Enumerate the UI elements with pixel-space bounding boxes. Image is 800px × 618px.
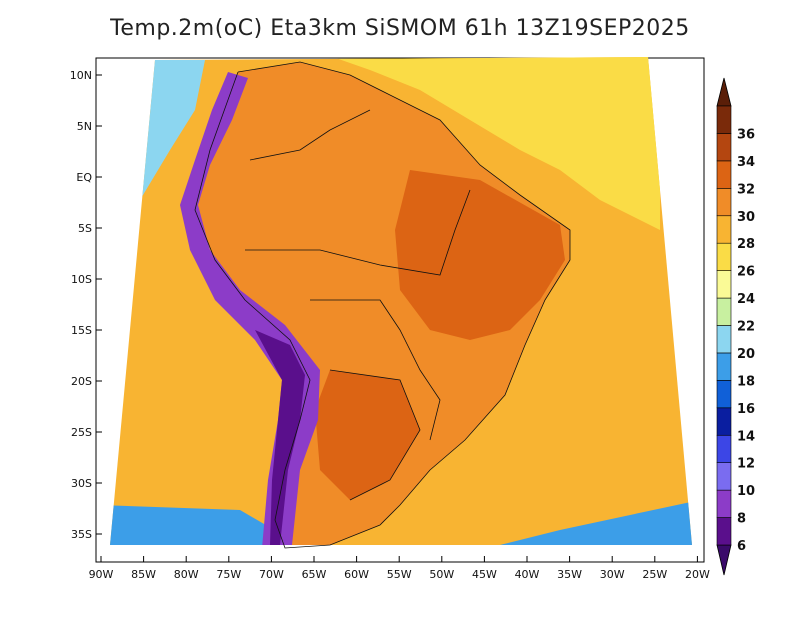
coastline (194, 61, 571, 549)
lat-tick-label: 30S (71, 477, 92, 490)
colorbar-label: 24 (737, 292, 755, 307)
border-paraguay (329, 369, 421, 501)
border-north (245, 189, 471, 276)
colorbar-min-arrow (716, 544, 732, 576)
lon-tick-label: 40W (515, 568, 540, 581)
colorbar-swatch (716, 517, 732, 546)
colorbar-swatch (716, 160, 732, 189)
colorbar-label: 16 (737, 402, 755, 417)
colorbar-label: 20 (737, 347, 755, 362)
colorbar-swatch (716, 188, 732, 217)
colorbar-swatch (716, 270, 732, 299)
lon-tick-label: 45W (472, 568, 497, 581)
colorbar-label: 26 (737, 265, 755, 280)
north-atlantic-field (330, 57, 660, 230)
colorbar-swatch (716, 352, 732, 381)
lon-tick-label: 60W (344, 568, 369, 581)
longitude-axis: 90W 85W 80W 75W 70W 65W 60W 55W 50W 45W 40W 35W 30W 2… (89, 556, 710, 581)
latitude-axis: 10N 5N EQ 5S 10S 15S 20S 25S 30S 35S (70, 69, 102, 541)
lat-tick-label: 25S (71, 426, 92, 439)
colorbar-swatch (716, 434, 732, 463)
colorbar-swatch (716, 297, 732, 326)
colorbar-label: 18 (737, 374, 755, 389)
colorbar-label: 32 (737, 182, 755, 197)
colorbar-swatch (716, 325, 732, 354)
colorbar-label: 22 (737, 320, 755, 335)
colorbar-max-arrow (716, 77, 732, 107)
lat-tick-label: 20S (71, 375, 92, 388)
lon-tick-label: 30W (600, 568, 625, 581)
colorbar-label: 6 (737, 539, 746, 554)
colorbar-swatch (716, 215, 732, 244)
lon-tick-label: 65W (302, 568, 327, 581)
lat-tick-label: 5S (78, 222, 92, 235)
lon-tick-label: 25W (642, 568, 667, 581)
lon-tick-label: 20W (685, 568, 710, 581)
lon-tick-label: 85W (131, 568, 156, 581)
lat-tick-label: 15S (71, 324, 92, 337)
lon-tick-label: 90W (89, 568, 114, 581)
lat-tick-label: 10N (70, 69, 92, 82)
lon-tick-label: 35W (557, 568, 582, 581)
colorbar-swatch (716, 489, 732, 518)
colorbar: 6 8 10 12 14 16 18 20 22 24 26 28 30 32 34 36 (716, 77, 755, 576)
colorbar-label: 12 (737, 457, 755, 472)
colorbar-swatch (716, 133, 732, 162)
colorbar-swatch (716, 380, 732, 409)
colorbar-label: 8 (737, 512, 746, 527)
colorbar-label: 28 (737, 237, 755, 252)
lat-tick-label: EQ (76, 171, 92, 184)
colorbar-label: 30 (737, 210, 755, 225)
border-central (310, 299, 441, 441)
colorbar-label: 36 (737, 127, 755, 142)
lon-tick-label: 50W (429, 568, 454, 581)
colorbar-label: 34 (737, 155, 755, 170)
border-venezuela (249, 109, 371, 161)
boundaries (194, 61, 571, 549)
colorbar-swatch (716, 242, 732, 271)
lat-tick-label: 10S (71, 273, 92, 286)
map-title: Temp.2m(oC) Eta3km SiSMOM 61h 13Z19SEP20… (110, 16, 690, 41)
temperature-field (110, 57, 692, 545)
altiplano-core-field (255, 330, 305, 545)
lon-tick-label: 80W (174, 568, 199, 581)
lon-tick-label: 70W (259, 568, 284, 581)
chaco-hot-field (315, 370, 420, 500)
colorbar-label: 14 (737, 429, 755, 444)
lon-tick-label: 75W (216, 568, 241, 581)
colorbar-swatch (716, 105, 732, 134)
colorbar-swatch (716, 407, 732, 436)
lat-tick-label: 5N (77, 120, 92, 133)
lat-tick-label: 35S (71, 528, 92, 541)
northeast-hot-field (395, 170, 565, 340)
colorbar-swatch (716, 462, 732, 491)
lon-tick-label: 55W (387, 568, 412, 581)
colorbar-label: 10 (737, 484, 755, 499)
